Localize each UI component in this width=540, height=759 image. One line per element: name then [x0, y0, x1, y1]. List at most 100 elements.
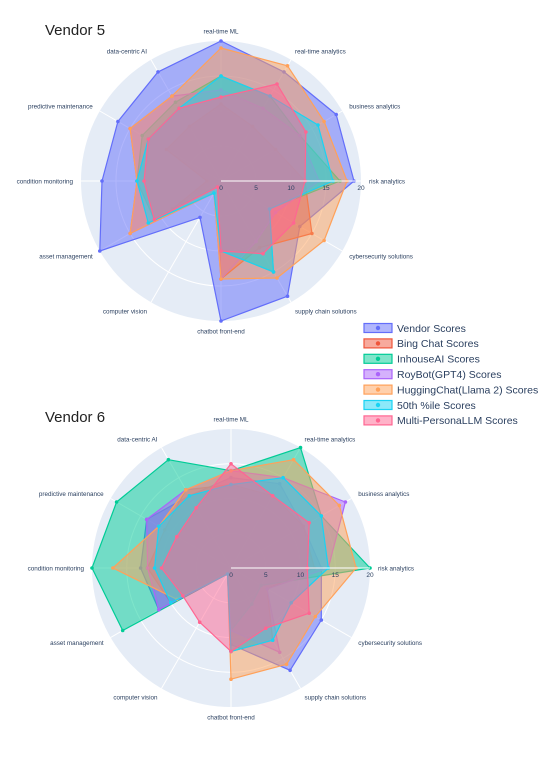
- axis-label-real-time-ml: real-time ML: [214, 417, 249, 424]
- legend-marker: [375, 387, 381, 392]
- legend-label: Multi-PersonaLLM Scores: [397, 415, 518, 427]
- axis-label-chatbot-front-end: chatbot front-end: [197, 329, 245, 336]
- axis-label-cybersecurity-solutions: cybersecurity solutions: [349, 254, 413, 261]
- data-point-inhouseai-scores-predictive-maintenance: [114, 500, 119, 504]
- data-point-huggingchat-llama-2-scores-business-analytics: [337, 503, 342, 508]
- data-point-multi-personallm-scores-data-centric-ai: [177, 106, 181, 111]
- data-point-vendor-scores-business-analytics: [334, 112, 339, 117]
- data-point-huggingchat-llama-2-scores-condition-monitoring: [111, 566, 115, 570]
- data-point-50th-ile-scores-asset-management: [146, 221, 151, 225]
- data-point-multi-personallm-scores-condition-monitoring: [159, 566, 164, 570]
- data-point-huggingchat-llama-2-scores-real-time-ml: [219, 46, 223, 50]
- data-point-50th-ile-scores-business-analytics: [316, 123, 320, 127]
- data-point-multi-personallm-scores-real-time-analytics: [270, 494, 275, 498]
- data-point-multi-personallm-scores-data-centric-ai: [194, 506, 198, 510]
- axis-label-business-analytics: business analytics: [358, 491, 409, 498]
- data-point-huggingchat-llama-2-scores-real-time-analytics: [285, 64, 290, 68]
- legend: Vendor Scores Bing Chat Scores InhouseAI S…: [363, 323, 538, 427]
- axis-label-real-time-analytics: real-time analytics: [305, 437, 356, 444]
- data-point-50th-ile-scores-data-centric-ai: [187, 494, 192, 498]
- legend-marker: [375, 402, 381, 408]
- data-point-huggingchat-llama-2-scores-business-analytics: [322, 119, 326, 124]
- axis-label-computer-vision: computer vision: [113, 695, 158, 702]
- data-point-multi-personallm-scores-computer-vision: [197, 620, 202, 624]
- radial-tick-label: 0: [229, 572, 233, 579]
- radar-chart-vendor-5: 0 5 10 15 20 real-time ML real-time analytics b…: [17, 29, 413, 336]
- legend-item-vendor-scores[interactable]: Vendor Scores: [363, 323, 466, 335]
- data-point-50th-ile-scores-condition-monitoring: [135, 179, 139, 183]
- data-point-multi-personallm-scores-predictive-maintenance: [146, 137, 151, 141]
- chart-title-vendor-5: Vendor 5: [45, 22, 105, 39]
- data-point-vendor-scores-condition-monitoring: [100, 179, 104, 183]
- data-point-multi-personallm-scores-real-time-ml: [229, 462, 233, 466]
- legend-marker: [375, 325, 381, 331]
- legend-item-multi-personallm-scores[interactable]: Multi-PersonaLLM Scores: [363, 415, 518, 427]
- radial-tick-label: 10: [297, 572, 305, 579]
- data-point-multi-personallm-scores-condition-monitoring: [142, 179, 146, 183]
- legend-marker: [375, 341, 381, 346]
- data-point-huggingchat-llama-2-scores-predictive-maintenance: [128, 126, 132, 131]
- data-point-vendor-scores-asset-management: [98, 249, 102, 253]
- legend-item-inhouseai-scores[interactable]: InhouseAI Scores: [363, 354, 480, 366]
- data-point-50th-ile-scores-condition-monitoring: [152, 566, 157, 570]
- series-multi-personallm-scores: [142, 82, 308, 256]
- data-point-multi-personallm-scores-business-analytics: [307, 521, 312, 525]
- data-point-vendor-scores-predictive-maintenance: [116, 119, 120, 124]
- data-point-huggingchat-llama-2-scores-supply-chain-solutions: [275, 276, 279, 280]
- data-point-huggingchat-llama-2-scores-chatbot-front-end: [219, 277, 223, 281]
- axis-label-business-analytics: business analytics: [349, 104, 400, 111]
- radial-tick-label: 15: [332, 572, 340, 579]
- radial-tick-label: 0: [219, 185, 223, 192]
- data-point-inhouseai-scores-data-centric-ai: [166, 457, 171, 462]
- data-point-vendor-scores-supply-chain-solutions: [285, 294, 290, 299]
- radial-tick-label: 5: [254, 185, 258, 192]
- data-point-inhouseai-scores-real-time-analytics: [298, 445, 303, 450]
- legend-item-bing-chat-scores[interactable]: Bing Chat Scores: [363, 338, 479, 350]
- legend-label: HuggingChat(Llama 2) Scores: [397, 384, 538, 396]
- series-multi-personallm-scores: [159, 462, 312, 654]
- data-point-50th-ile-scores-real-time-analytics: [281, 475, 285, 480]
- legend-label: 50th %ile Scores: [397, 400, 476, 412]
- data-point-huggingchat-llama-2-scores-real-time-analytics: [291, 457, 296, 462]
- data-point-multi-personallm-scores-predictive-maintenance: [175, 534, 179, 539]
- data-point-roybot-gpt4-scores-business-analytics: [343, 500, 348, 504]
- data-point-50th-ile-scores-real-time-ml: [219, 74, 223, 78]
- axis-label-cybersecurity-solutions: cybersecurity solutions: [358, 640, 422, 647]
- legend-item-50th-ile-scores[interactable]: 50th %ile Scores: [363, 400, 476, 412]
- legend-item-huggingchat-llama-2-scores[interactable]: HuggingChat(Llama 2) Scores: [363, 384, 538, 396]
- legend-label: RoyBot(GPT4) Scores: [397, 369, 501, 381]
- data-point-roybot-gpt4-scores-predictive-maintenance: [144, 517, 149, 522]
- data-point-vendor-scores-real-time-ml: [219, 39, 223, 43]
- axis-label-supply-chain-solutions: supply chain solutions: [295, 308, 357, 315]
- data-point-50th-ile-scores-predictive-maintenance: [157, 524, 161, 529]
- data-point-huggingchat-llama-2-scores-cybersecurity-solutions: [322, 238, 326, 243]
- data-point-multi-personallm-scores-supply-chain-solutions: [261, 251, 265, 256]
- data-point-multi-personallm-scores-chatbot-front-end: [229, 649, 233, 654]
- legend-marker: [375, 356, 381, 361]
- axis-label-predictive-maintenance: predictive maintenance: [39, 491, 104, 498]
- data-point-50th-ile-scores-supply-chain-solutions: [270, 638, 275, 642]
- data-point-inhouseai-scores-condition-monitoring: [90, 566, 94, 570]
- legend-label: Vendor Scores: [397, 323, 466, 335]
- legend-label: Bing Chat Scores: [397, 338, 479, 350]
- data-point-huggingchat-llama-2-scores-asset-management: [128, 231, 132, 236]
- data-point-multi-personallm-scores-real-time-analytics: [275, 82, 279, 86]
- radial-tick-label: 10: [287, 185, 295, 192]
- axis-label-risk-analytics: risk analytics: [378, 566, 414, 573]
- radial-tick-label: 20: [357, 185, 365, 192]
- data-point-multi-personallm-scores-chatbot-front-end: [219, 249, 223, 253]
- data-point-multi-personallm-scores-asset-management: [152, 217, 157, 222]
- axis-label-data-centric-ai: data-centric AI: [117, 437, 158, 444]
- data-point-huggingchat-llama-2-scores-data-centric-ai: [170, 94, 174, 98]
- radial-tick-label: 5: [264, 572, 268, 579]
- data-point-multi-personallm-scores-cybersecurity-solutions: [291, 221, 296, 225]
- axis-label-risk-analytics: risk analytics: [369, 179, 405, 186]
- data-point-inhouseai-scores-asset-management: [120, 628, 125, 633]
- legend-item-roybot-gpt4-scores[interactable]: RoyBot(GPT4) Scores: [363, 369, 501, 381]
- data-point-multi-personallm-scores-computer-vision: [215, 185, 220, 189]
- axis-label-asset-management: asset management: [50, 640, 104, 647]
- axis-label-chatbot-front-end: chatbot front-end: [207, 715, 255, 722]
- radial-tick-label: 20: [366, 572, 374, 579]
- data-point-50th-ile-scores-asset-management: [169, 601, 173, 605]
